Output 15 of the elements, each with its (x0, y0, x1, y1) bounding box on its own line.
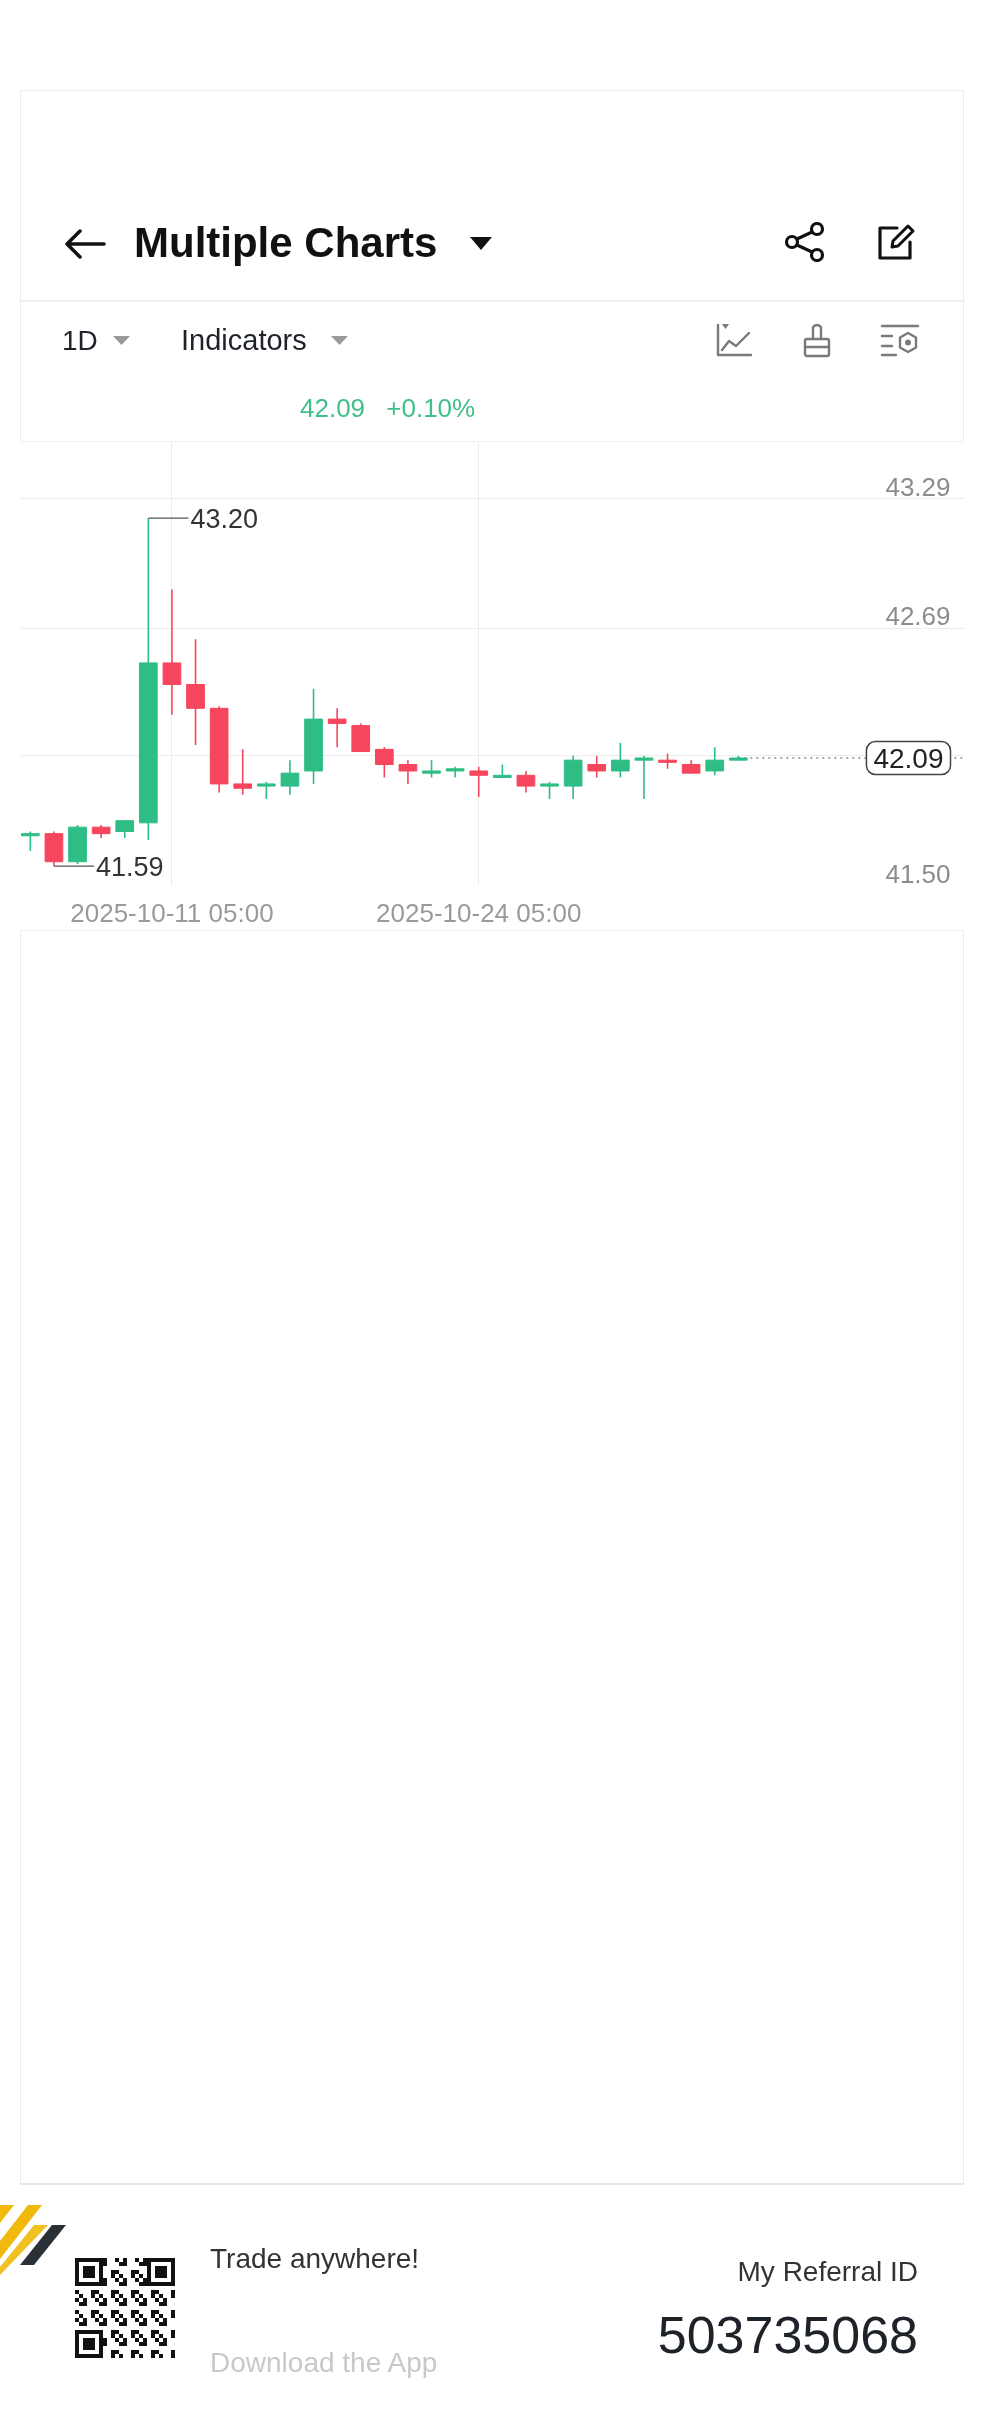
text: My Referral ID (737, 2255, 918, 2289)
chart-subtitle: 42.09 +0.10% (300, 392, 476, 424)
annotation: 43.20 (190, 503, 259, 534)
text: Trade anywhere! (210, 2242, 420, 2276)
text: Indicators (181, 323, 307, 358)
y-tick-label: 41.50 (885, 858, 951, 889)
x-tick-label: 2025-10-11 05:00 (70, 897, 274, 928)
chart-title: Multiple Charts (134, 218, 438, 268)
y-tick-label: 43.29 (885, 471, 951, 502)
ref-line-label: 42.09 (873, 742, 944, 774)
annotation: 41.59 (96, 851, 164, 882)
x-tick-label: 2025-10-24 05:00 (376, 897, 582, 928)
y-tick-label: 42.69 (885, 601, 951, 632)
text: 1D (62, 324, 98, 358)
text: 503735068 (657, 2305, 918, 2366)
